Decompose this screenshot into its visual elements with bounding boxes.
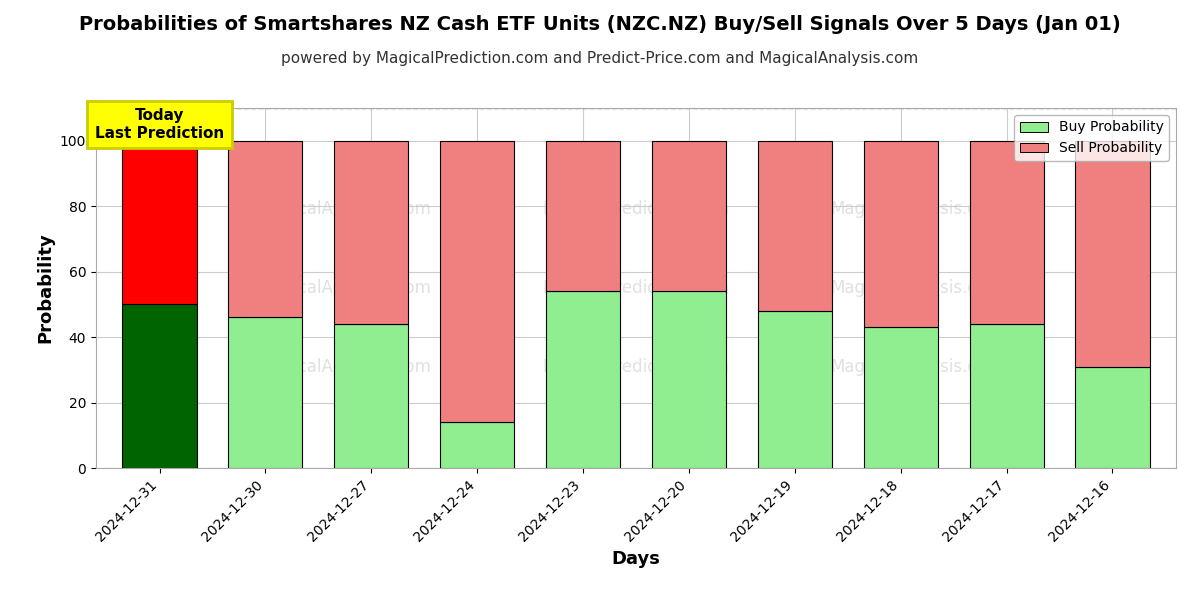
Legend: Buy Probability, Sell Probability: Buy Probability, Sell Probability xyxy=(1014,115,1169,161)
Bar xyxy=(440,422,515,468)
Text: MagicalPrediction.com: MagicalPrediction.com xyxy=(542,200,730,218)
Bar xyxy=(652,141,726,291)
Text: powered by MagicalPrediction.com and Predict-Price.com and MagicalAnalysis.com: powered by MagicalPrediction.com and Pre… xyxy=(281,51,919,66)
Bar xyxy=(546,141,620,291)
Bar xyxy=(546,291,620,468)
Text: MagicalAnalysis.com: MagicalAnalysis.com xyxy=(830,200,1003,218)
Text: MagicalAnalysis.com: MagicalAnalysis.com xyxy=(258,279,431,297)
Bar xyxy=(440,141,515,422)
Text: Today
Last Prediction: Today Last Prediction xyxy=(95,108,224,140)
Text: MagicalAnalysis.com: MagicalAnalysis.com xyxy=(258,200,431,218)
Text: MagicalPrediction.com: MagicalPrediction.com xyxy=(542,358,730,376)
Bar xyxy=(335,324,408,468)
Bar xyxy=(1075,367,1150,468)
Y-axis label: Probability: Probability xyxy=(36,233,54,343)
Bar xyxy=(335,141,408,324)
Bar xyxy=(652,291,726,468)
Bar xyxy=(122,141,197,304)
Bar xyxy=(864,327,937,468)
Bar xyxy=(970,141,1044,324)
Bar xyxy=(1075,141,1150,367)
Text: MagicalAnalysis.com: MagicalAnalysis.com xyxy=(830,279,1003,297)
Text: MagicalAnalysis.com: MagicalAnalysis.com xyxy=(830,358,1003,376)
Text: MagicalAnalysis.com: MagicalAnalysis.com xyxy=(258,358,431,376)
X-axis label: Days: Days xyxy=(612,550,660,568)
Bar xyxy=(757,311,832,468)
Bar xyxy=(970,324,1044,468)
Bar xyxy=(757,141,832,311)
Bar xyxy=(864,141,937,327)
Bar xyxy=(228,317,302,468)
Bar xyxy=(122,304,197,468)
Text: MagicalPrediction.com: MagicalPrediction.com xyxy=(542,279,730,297)
Text: Probabilities of Smartshares NZ Cash ETF Units (NZC.NZ) Buy/Sell Signals Over 5 : Probabilities of Smartshares NZ Cash ETF… xyxy=(79,15,1121,34)
Bar xyxy=(228,141,302,317)
